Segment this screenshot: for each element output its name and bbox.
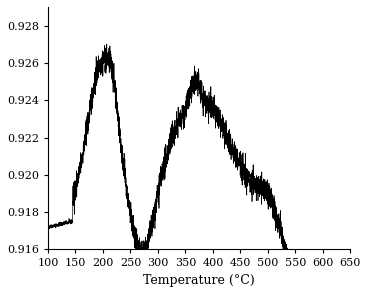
X-axis label: Temperature (°C): Temperature (°C): [143, 274, 255, 287]
